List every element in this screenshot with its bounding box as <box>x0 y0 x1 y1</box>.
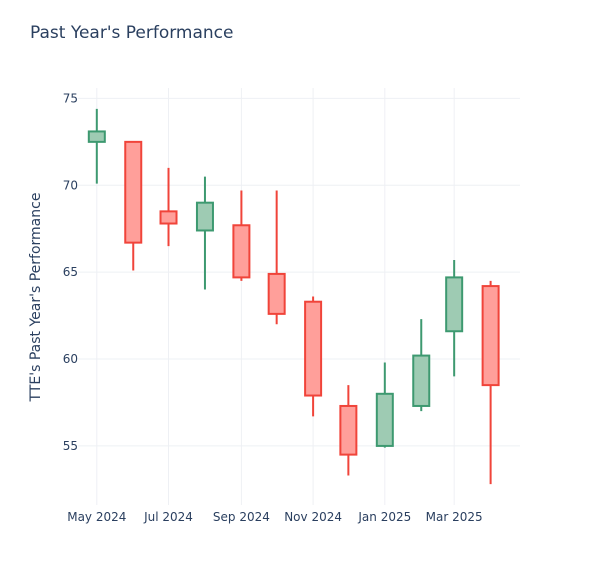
candle-decreasing <box>159 167 178 247</box>
candle-increasing <box>87 108 106 184</box>
candle-body <box>445 276 464 333</box>
x-tick-label: Nov 2024 <box>284 510 342 524</box>
candle-decreasing <box>481 280 500 485</box>
candle-body <box>412 354 431 407</box>
candle-decreasing <box>304 296 323 417</box>
candle-body <box>267 272 286 315</box>
candle-increasing <box>195 176 214 290</box>
y-tick-label: 60 <box>63 352 78 366</box>
candle-decreasing <box>124 140 143 271</box>
y-tick-label: 70 <box>63 178 78 192</box>
x-tick-label: Sep 2024 <box>213 510 270 524</box>
candle-decreasing <box>267 190 286 325</box>
x-tick-label: Jul 2024 <box>143 510 193 524</box>
x-tick-label: Mar 2025 <box>426 510 483 524</box>
candle-body <box>195 201 214 232</box>
y-tick-label: 65 <box>63 265 78 279</box>
candle-decreasing <box>232 190 251 281</box>
candle-body <box>232 224 251 279</box>
candle-increasing <box>412 319 431 412</box>
candle-body <box>339 404 358 456</box>
candle-body <box>159 210 178 225</box>
axis-layer: 55 60 65 70 75 May 2024 Jul 2024 Sep 2024 Nov 20… <box>63 91 483 524</box>
candle-body <box>304 300 323 397</box>
candle-increasing <box>375 362 394 448</box>
x-tick-label: Jan 2025 <box>357 510 411 524</box>
y-tick-label: 55 <box>63 439 78 453</box>
candle-body <box>124 140 143 244</box>
y-tick-label: 75 <box>63 91 78 105</box>
x-tick-label: May 2024 <box>67 510 126 524</box>
candle-decreasing <box>339 385 358 476</box>
candle-layer <box>87 108 500 485</box>
candle-body <box>481 285 500 387</box>
candle-body <box>87 130 106 143</box>
y-axis-label: TTE's Past Year's Performance <box>28 193 44 403</box>
candle-body <box>375 392 394 447</box>
candle-increasing <box>445 260 464 377</box>
chart-title: Past Year's Performance <box>30 23 234 43</box>
